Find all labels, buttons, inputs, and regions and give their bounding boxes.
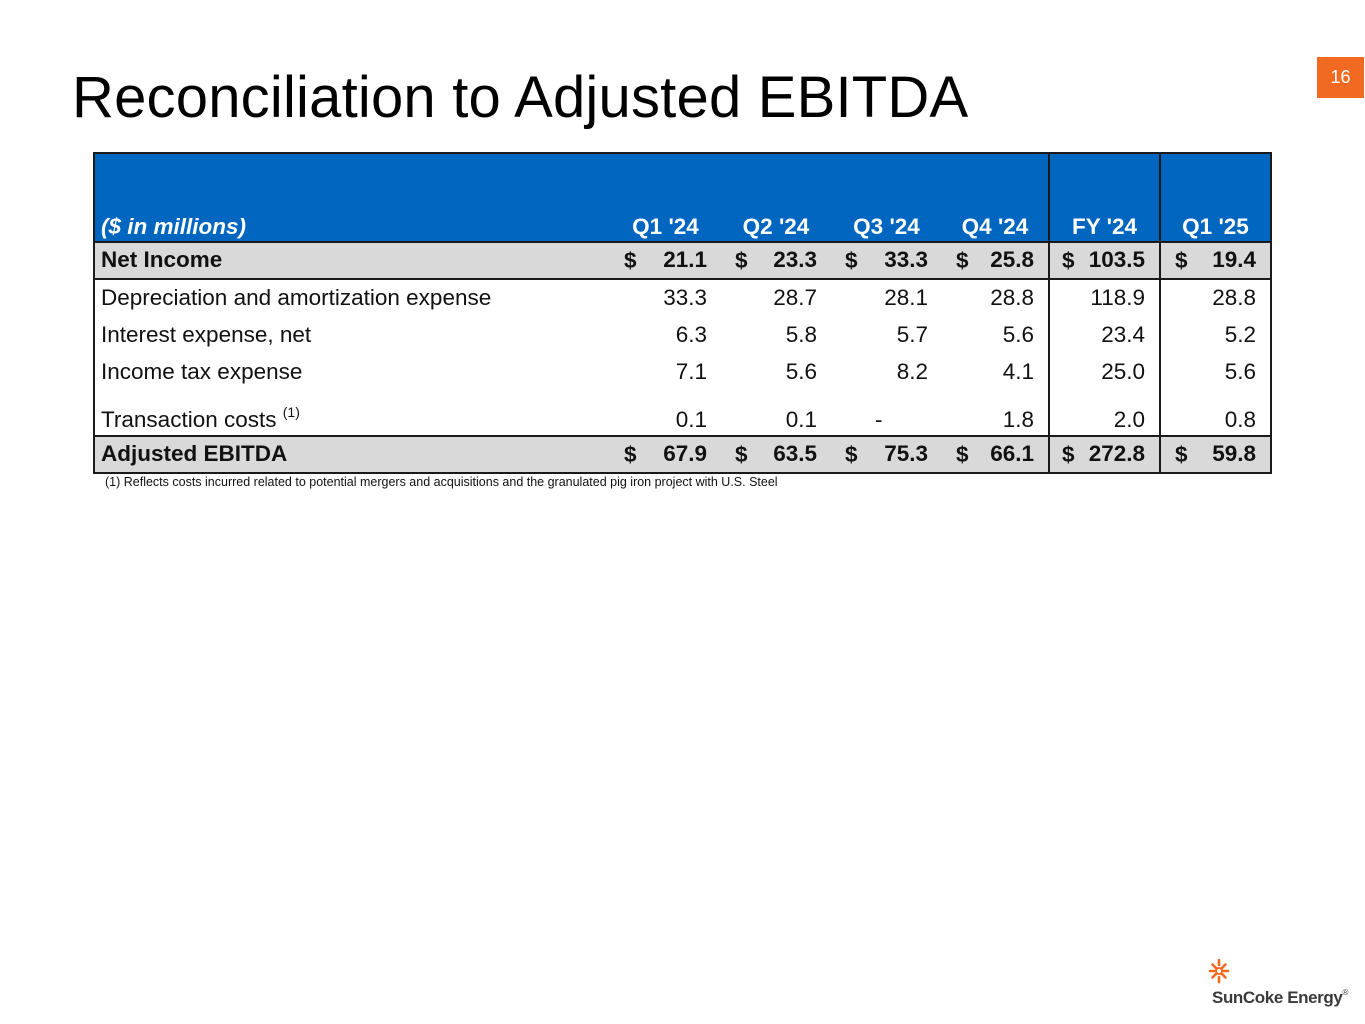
table-cell: 8.2 <box>831 354 942 391</box>
table-cell: 5.6 <box>1159 354 1271 391</box>
currency-symbol: $ <box>845 247 858 273</box>
suncoke-logo: SunCoke Energy® <box>1208 958 1348 1010</box>
currency-symbol: $ <box>735 247 748 273</box>
table-cell: $25.8 <box>942 242 1049 279</box>
table-cell: $63.5 <box>721 436 831 473</box>
table-cell: $33.3 <box>831 242 942 279</box>
table-cell: $23.3 <box>721 242 831 279</box>
table-cell: 33.3 <box>610 279 721 317</box>
table-cell: 5.2 <box>1159 317 1271 354</box>
table-row-adjusted-ebitda: Adjusted EBITDA $67.9 $63.5 $75.3 $66.1 … <box>94 436 1271 473</box>
currency-symbol: $ <box>624 247 637 273</box>
table-cell: $75.3 <box>831 436 942 473</box>
table-cell: $67.9 <box>610 436 721 473</box>
table-row-income-tax: Income tax expense 7.1 5.6 8.2 4.1 25.0 … <box>94 354 1271 391</box>
currency-symbol: $ <box>1062 441 1075 467</box>
table-row-depreciation: Depreciation and amortization expense 33… <box>94 279 1271 317</box>
table-cell: 0.1 <box>610 391 721 436</box>
row-label: Depreciation and amortization expense <box>94 279 610 317</box>
currency-symbol: $ <box>735 441 748 467</box>
col-header-q4-24: Q4 '24 <box>942 153 1049 242</box>
table-cell: - <box>831 391 942 436</box>
table-cell: 5.7 <box>831 317 942 354</box>
currency-symbol: $ <box>1175 247 1188 273</box>
col-header-fy-24: FY '24 <box>1048 153 1160 242</box>
table-cell: $19.4 <box>1159 242 1271 279</box>
page-number-badge: 16 <box>1317 57 1364 98</box>
col-header-q2-24: Q2 '24 <box>721 153 831 242</box>
currency-symbol: $ <box>845 441 858 467</box>
row-label: Net Income <box>94 242 610 279</box>
table-header-row: ($ in millions) Q1 '24 Q2 '24 Q3 '24 Q4 … <box>94 153 1271 242</box>
table-cell: 118.9 <box>1048 279 1160 317</box>
footnote-marker: (1) <box>282 403 300 420</box>
currency-symbol: $ <box>956 441 969 467</box>
table-cell: 0.8 <box>1159 391 1271 436</box>
page-title: Reconciliation to Adjusted EBITDA <box>72 65 969 130</box>
table-cell: 5.8 <box>721 317 831 354</box>
table-cell: 2.0 <box>1048 391 1160 436</box>
table-cell: $21.1 <box>610 242 721 279</box>
col-header-q1-25: Q1 '25 <box>1159 153 1271 242</box>
ebitda-reconciliation-table: ($ in millions) Q1 '24 Q2 '24 Q3 '24 Q4 … <box>93 152 1272 474</box>
table-cell: 1.8 <box>942 391 1049 436</box>
row-label: Adjusted EBITDA <box>94 436 610 473</box>
table-cell: 28.1 <box>831 279 942 317</box>
row-label: Transaction costs (1) <box>94 391 610 436</box>
table-cell: 28.8 <box>942 279 1049 317</box>
table-cell: 25.0 <box>1048 354 1160 391</box>
registered-mark: ® <box>1342 988 1348 997</box>
table-cell: 6.3 <box>610 317 721 354</box>
table-cell: 28.8 <box>1159 279 1271 317</box>
sun-icon <box>1208 958 1230 984</box>
table-cell: 4.1 <box>942 354 1049 391</box>
table-cell: $103.5 <box>1048 242 1160 279</box>
table-cell: 5.6 <box>942 317 1049 354</box>
table-cell: 0.1 <box>721 391 831 436</box>
table-cell: 5.6 <box>721 354 831 391</box>
logo-text: SunCoke Energy <box>1212 988 1343 1007</box>
footnote: (1) Reflects costs incurred related to p… <box>105 475 778 489</box>
table-row-transaction-costs: Transaction costs (1) 0.1 0.1 - 1.8 2.0 … <box>94 391 1271 436</box>
table-row-net-income: Net Income $21.1 $23.3 $33.3 $25.8 $103.… <box>94 242 1271 279</box>
currency-symbol: $ <box>1175 441 1188 467</box>
table-cell: $59.8 <box>1159 436 1271 473</box>
table-cell: 7.1 <box>610 354 721 391</box>
currency-symbol: $ <box>956 247 969 273</box>
currency-symbol: $ <box>624 441 637 467</box>
col-header-q3-24: Q3 '24 <box>831 153 942 242</box>
row-label: Income tax expense <box>94 354 610 391</box>
table-cell: $66.1 <box>942 436 1049 473</box>
table-cell: 23.4 <box>1048 317 1160 354</box>
col-header-q1-24: Q1 '24 <box>610 153 721 242</box>
row-label: Interest expense, net <box>94 317 610 354</box>
table-cell: $272.8 <box>1048 436 1160 473</box>
currency-symbol: $ <box>1062 247 1075 273</box>
table-cell: 28.7 <box>721 279 831 317</box>
table-row-interest: Interest expense, net 6.3 5.8 5.7 5.6 23… <box>94 317 1271 354</box>
units-label: ($ in millions) <box>94 153 610 242</box>
